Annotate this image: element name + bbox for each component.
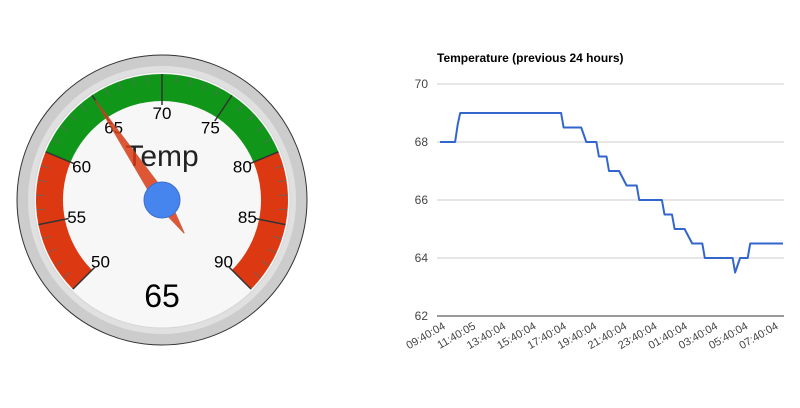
gauge-minor-tick	[36, 208, 46, 211]
gauge-minor-tick	[59, 125, 68, 132]
gauge-tick-label: 60	[72, 158, 91, 177]
gauge-minor-tick	[146, 74, 149, 84]
gauge-tick-label: 50	[91, 253, 110, 272]
gauge-value: 65	[144, 278, 180, 314]
gauge-major-tick	[38, 217, 69, 226]
gauge-minor-tick	[202, 81, 206, 91]
gauge-major-tick	[249, 151, 279, 165]
gauge-band-2	[232, 151, 288, 290]
gauge-minor-tick	[237, 103, 245, 112]
gauge-minor-tick	[47, 248, 56, 254]
temperature-series-line	[440, 112, 783, 274]
gauge-tick-label: 80	[233, 158, 252, 177]
gauge-major-tick	[72, 266, 96, 290]
gauge-minor-tick	[263, 138, 273, 144]
gauge-minor-tick	[69, 114, 77, 121]
gauge-major-tick	[45, 151, 75, 165]
gauge-needle-hub	[143, 181, 181, 219]
gauge-band-0	[35, 151, 92, 290]
gauge-tick-label: 70	[153, 104, 172, 123]
gauge-minor-tick	[118, 81, 122, 91]
gauge-minor-tick	[175, 74, 178, 84]
gauge-tick-label: 55	[67, 208, 86, 227]
gauge-major-tick	[228, 266, 252, 290]
gauge-minor-tick	[256, 125, 265, 132]
temperature-gauge: 505560657075808590Temp65	[16, 54, 308, 346]
chart-title: Temperature (previous 24 hours)	[437, 51, 624, 65]
y-tick-label: 68	[415, 135, 429, 149]
gauge-minor-tick	[277, 179, 287, 183]
gauge-minor-tick	[214, 87, 220, 96]
gauge-major-tick	[255, 217, 286, 226]
gauge-minor-tick	[278, 208, 288, 211]
gauge-tick-label: 90	[214, 253, 233, 272]
gauge-minor-tick	[54, 260, 63, 267]
gauge-minor-tick	[104, 87, 110, 96]
gauge-band-1	[45, 74, 279, 163]
gauge-minor-tick	[274, 165, 284, 169]
y-tick-label: 64	[415, 251, 429, 265]
gauge-minor-tick	[42, 235, 51, 240]
gauge-tick-label: 75	[201, 119, 220, 138]
gauge-minor-tick	[253, 272, 262, 279]
gauge-minor-tick	[132, 77, 136, 87]
gauge-minor-tick	[62, 272, 71, 279]
gauge-tick-label: 85	[238, 208, 257, 227]
gauge-minor-tick	[247, 114, 255, 121]
gauge-minor-tick	[188, 77, 192, 87]
y-tick-label: 66	[415, 193, 429, 207]
y-tick-label: 70	[415, 77, 429, 91]
gauge-minor-tick	[40, 165, 50, 169]
gauge-minor-tick	[51, 138, 61, 144]
y-tick-label: 62	[415, 309, 429, 323]
gauge-minor-tick	[268, 248, 277, 254]
gauge-major-tick	[214, 94, 233, 122]
gauge-minor-tick	[79, 103, 87, 112]
gauge-minor-tick	[273, 235, 282, 240]
gauge-minor-tick	[37, 179, 47, 183]
gauge-minor-tick	[261, 260, 270, 267]
